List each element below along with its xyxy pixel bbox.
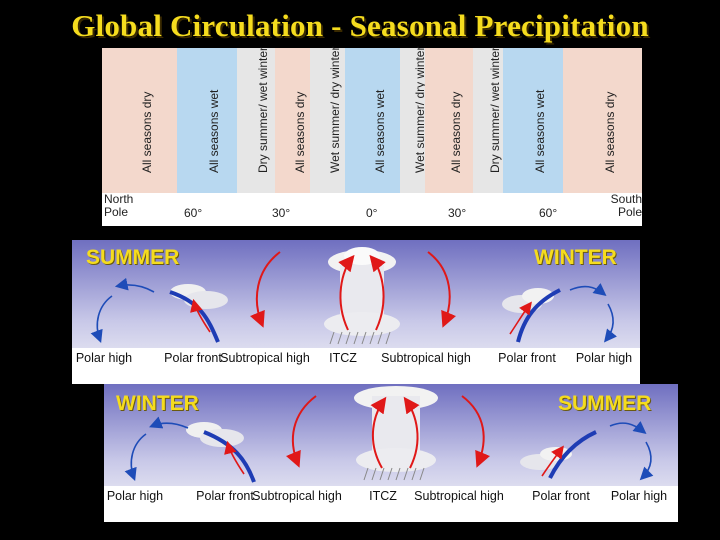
band-wet-summer-dry-winter: Wet summer/ dry winter (400, 47, 427, 193)
lat-north-pole: North Pole (104, 192, 134, 219)
band-dry-summer-wet-winter: Dry summer/ wet winter (473, 46, 503, 193)
cold-air-arrow-icon (604, 303, 617, 343)
latitude-axis: North Pole 60° 30° 0° 30° 60° South Pole (102, 193, 642, 226)
warm-air-arrow-icon (403, 396, 420, 469)
precipitation-bands: All seasons dry All seasons wet Dry summ… (102, 46, 642, 193)
label-subtropical-high: Subtropical high (252, 489, 342, 503)
warm-air-arrow-icon (286, 395, 317, 468)
lat-30n: 30° (272, 206, 291, 220)
lat-60s: 60° (539, 206, 558, 220)
cold-air-arrow-icon (609, 421, 647, 434)
band-label: All seasons wet (372, 89, 387, 173)
band-all-seasons-dry: All seasons dry (425, 48, 473, 193)
label-subtropical-high: Subtropical high (381, 351, 471, 365)
cold-air-arrow-icon (149, 416, 189, 429)
circulation-panel-top: SUMMER WINTER Polar high Polar front Sub… (72, 240, 640, 384)
band-label: Dry summer/ wet winter (488, 46, 502, 173)
warm-air-arrow-icon (338, 254, 355, 331)
label-subtropical-high: Subtropical high (414, 489, 504, 503)
warm-air-arrow-icon (509, 301, 532, 335)
circulation-panel-bottom: WINTER SUMMER Polar high Polar front Sub… (104, 384, 678, 522)
cold-air-arrow-icon (124, 433, 147, 481)
band-wet-summer-dry-winter: Wet summer/ dry winter (310, 46, 345, 193)
band-all-seasons-wet: All seasons wet (503, 48, 563, 193)
warm-air-arrow-icon (369, 254, 386, 331)
label-polar-high: Polar high (106, 489, 164, 503)
cold-air-arrow-icon (90, 295, 113, 343)
band-all-seasons-dry: All seasons dry (563, 48, 642, 193)
band-label: Wet summer/ dry winter (327, 46, 342, 173)
band-label: All seasons dry (602, 91, 617, 173)
lat-60n: 60° (184, 206, 203, 220)
warm-air-arrow-icon (461, 395, 490, 468)
band-dry-summer-wet-winter: Dry summer/ wet winter (237, 46, 275, 193)
warm-air-arrow-icon (370, 396, 387, 469)
band-all-seasons-wet: All seasons wet (177, 48, 237, 193)
circulation-diagram-top (72, 240, 640, 384)
band-label: All seasons wet (533, 89, 547, 173)
page-title: Global Circulation - Seasonal Precipitat… (71, 8, 649, 43)
band-label: All seasons dry (449, 91, 463, 173)
label-polar-high: Polar high (75, 351, 133, 365)
label-itcz: ITCZ (369, 489, 397, 503)
lat-equator: 0° (366, 206, 378, 220)
warm-air-arrow-icon (427, 251, 456, 328)
label-polar-front: Polar front (498, 351, 556, 365)
warm-air-arrow-icon (224, 440, 245, 475)
label-polar-front: Polar front (164, 351, 222, 365)
circulation-diagram-bottom (104, 384, 678, 522)
season-label-right: SUMMER (558, 392, 652, 415)
band-all-seasons-dry: All seasons dry (275, 48, 310, 193)
band-label: All seasons dry (292, 91, 307, 173)
band-all-seasons-wet: All seasons wet (345, 48, 400, 193)
label-polar-front: Polar front (532, 489, 590, 503)
warm-air-arrow-icon (190, 298, 211, 333)
label-polar-front: Polar front (196, 489, 254, 503)
label-polar-high: Polar high (575, 351, 633, 365)
cold-air-arrow-icon (114, 277, 155, 293)
band-label: Dry summer/ wet winter (256, 46, 270, 173)
rain-icon (363, 467, 425, 481)
season-label-left: SUMMER (86, 246, 180, 269)
season-label-right: WINTER (534, 246, 617, 269)
band-all-seasons-dry: All seasons dry (102, 48, 177, 193)
front-line-icon (516, 288, 561, 343)
warm-air-arrow-icon (250, 251, 281, 328)
warm-air-arrow-icon (541, 445, 564, 477)
cold-air-arrow-icon (569, 283, 607, 296)
label-subtropical-high: Subtropical high (220, 351, 310, 365)
front-line-icon (203, 430, 256, 483)
label-itcz: ITCZ (329, 351, 357, 365)
lat-south-pole: South Pole (610, 192, 642, 219)
lat-30s: 30° (448, 206, 467, 220)
front-line-icon (548, 430, 597, 479)
season-label-left: WINTER (116, 392, 199, 415)
band-label: All seasons wet (207, 89, 221, 173)
cold-air-arrow-icon (639, 441, 654, 481)
rain-icon (329, 331, 391, 345)
band-label: All seasons dry (139, 91, 154, 173)
label-polar-high: Polar high (610, 489, 668, 503)
